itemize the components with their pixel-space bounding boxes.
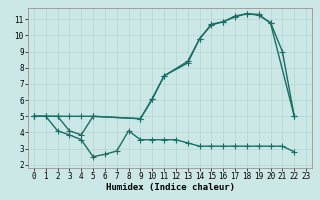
X-axis label: Humidex (Indice chaleur): Humidex (Indice chaleur) [106,183,235,192]
